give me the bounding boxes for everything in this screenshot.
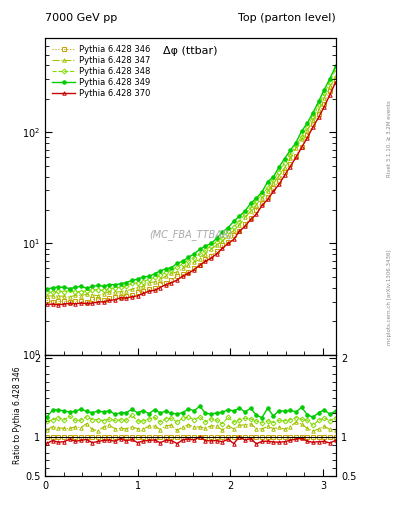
- Pythia 6.428 347: [226, 232, 230, 239]
- Pythia 6.428 347: [152, 279, 157, 285]
- Pythia 6.428 346: [237, 228, 242, 234]
- Pythia 6.428 348: [50, 289, 55, 295]
- Pythia 6.428 370: [45, 301, 50, 307]
- Pythia 6.428 348: [45, 289, 50, 295]
- Pythia 6.428 348: [152, 274, 157, 281]
- Pythia 6.428 370: [237, 228, 242, 234]
- Pythia 6.428 347: [45, 293, 50, 299]
- Pythia 6.428 348: [333, 67, 338, 73]
- Pythia 6.428 347: [333, 73, 338, 79]
- Pythia 6.428 346: [316, 111, 321, 117]
- Pythia 6.428 347: [237, 222, 242, 228]
- Pythia 6.428 349: [231, 218, 236, 224]
- Pythia 6.428 347: [73, 292, 78, 298]
- Line: Pythia 6.428 346: Pythia 6.428 346: [45, 78, 337, 304]
- Pythia 6.428 349: [220, 229, 225, 235]
- Pythia 6.428 349: [310, 110, 315, 116]
- Pythia 6.428 347: [67, 294, 72, 300]
- Pythia 6.428 346: [152, 285, 157, 291]
- Text: Top (parton level): Top (parton level): [238, 13, 336, 23]
- Line: Pythia 6.428 348: Pythia 6.428 348: [45, 68, 337, 294]
- Pythia 6.428 348: [226, 228, 230, 234]
- Line: Pythia 6.428 347: Pythia 6.428 347: [45, 74, 337, 298]
- Pythia 6.428 346: [186, 269, 191, 275]
- Pythia 6.428 370: [56, 302, 61, 308]
- Pythia 6.428 349: [147, 273, 151, 280]
- Line: Pythia 6.428 349: Pythia 6.428 349: [45, 65, 337, 291]
- Pythia 6.428 346: [45, 297, 50, 304]
- Pythia 6.428 346: [226, 239, 230, 245]
- Text: mcplots.cern.ch [arXiv:1306.3436]: mcplots.cern.ch [arXiv:1306.3436]: [387, 249, 392, 345]
- Pythia 6.428 346: [73, 298, 78, 304]
- Pythia 6.428 370: [226, 241, 230, 247]
- Pythia 6.428 349: [67, 286, 72, 292]
- Pythia 6.428 370: [73, 301, 78, 307]
- Pythia 6.428 370: [152, 287, 157, 293]
- Y-axis label: Ratio to Pythia 6.428 346: Ratio to Pythia 6.428 346: [13, 367, 22, 464]
- Pythia 6.428 349: [333, 63, 338, 70]
- Pythia 6.428 348: [237, 219, 242, 225]
- Pythia 6.428 349: [180, 258, 185, 264]
- Text: 7000 GeV pp: 7000 GeV pp: [45, 13, 118, 23]
- Pythia 6.428 347: [316, 106, 321, 113]
- Pythia 6.428 346: [67, 299, 72, 305]
- Pythia 6.428 347: [186, 262, 191, 268]
- Pythia 6.428 346: [333, 77, 338, 83]
- Text: (MC_FBA_TTBAR): (MC_FBA_TTBAR): [149, 229, 232, 240]
- Pythia 6.428 348: [316, 102, 321, 108]
- Pythia 6.428 370: [186, 270, 191, 276]
- Text: Δφ (ttbar): Δφ (ttbar): [163, 46, 218, 56]
- Pythia 6.428 370: [333, 79, 338, 86]
- Line: Pythia 6.428 370: Pythia 6.428 370: [45, 80, 337, 307]
- Legend: Pythia 6.428 346, Pythia 6.428 347, Pythia 6.428 348, Pythia 6.428 349, Pythia 6: Pythia 6.428 346, Pythia 6.428 347, Pyth…: [50, 42, 152, 101]
- Pythia 6.428 348: [73, 289, 78, 295]
- Pythia 6.428 349: [45, 286, 50, 292]
- Pythia 6.428 370: [316, 114, 321, 120]
- Text: Rivet 3.1.10, ≥ 3.2M events: Rivet 3.1.10, ≥ 3.2M events: [387, 100, 392, 177]
- Pythia 6.428 348: [186, 258, 191, 264]
